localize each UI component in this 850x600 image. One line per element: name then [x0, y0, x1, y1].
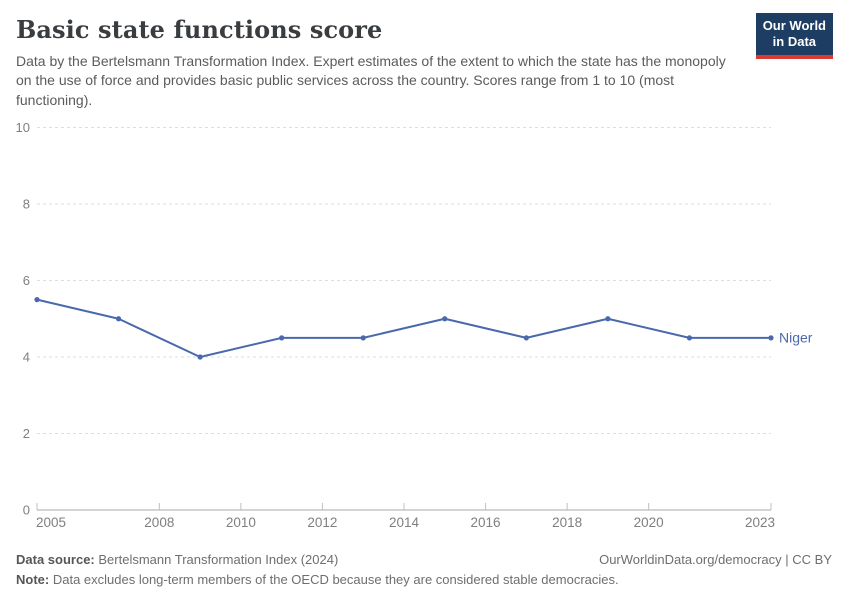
line-chart: 0 2 4 6 8 10 2005 2008 2010 2012 2014 2016 2018 2020 2… — [0, 113, 850, 538]
x-axis-tick-label: 2005 — [36, 515, 66, 530]
x-axis-tick-label: 2008 — [144, 515, 174, 530]
y-axis-tick-label: 0 — [23, 503, 30, 518]
data-line-niger — [36, 298, 772, 358]
owid-logo-line1: Our World — [762, 18, 826, 33]
x-axis-tick-label: 2018 — [552, 515, 582, 530]
data-point — [360, 335, 366, 341]
x-axis-tick-label: 2016 — [471, 515, 501, 530]
owid-url-link[interactable]: OurWorldinData.org/democracy — [599, 552, 782, 567]
x-axis-tick-label: 2014 — [389, 515, 420, 530]
x-axis-tick-label: 2023 — [745, 515, 775, 530]
data-point — [197, 354, 203, 360]
data-point — [34, 297, 40, 303]
y-axis-tick-label: 10 — [16, 120, 30, 135]
y-axis-tick-label: 8 — [23, 197, 30, 212]
x-axis-tick-label: 2012 — [307, 515, 337, 530]
data-point — [279, 335, 285, 341]
data-point — [605, 316, 611, 322]
data-point — [768, 335, 774, 341]
owid-logo-line2: in Data — [772, 34, 817, 50]
x-axis-tick-label: 2020 — [634, 515, 664, 530]
data-source: Data source: Bertelsmann Transformation … — [16, 552, 338, 567]
note-value: Data excludes long-term members of the O… — [52, 572, 619, 587]
chart-footer: Data source: Bertelsmann Transformation … — [16, 552, 832, 587]
y-axis-tick-label: 2 — [23, 426, 30, 441]
data-point — [115, 316, 122, 322]
chart-note: Note: Data excludes long-term members of… — [16, 572, 832, 587]
line-chart-svg: 0 2 4 6 8 10 2005 2008 2010 2012 2014 2016 2018 2020 2… — [16, 120, 813, 530]
credit-separator: | — [781, 552, 793, 567]
footer-credit: OurWorldinData.org/democracy | CC BY — [599, 552, 832, 567]
y-axis-tick-label: 6 — [23, 273, 30, 288]
chart-subtitle: Data by the Bertelsmann Transformation I… — [16, 53, 726, 108]
chart-header: Basic state functions score Data by the … — [16, 13, 834, 110]
x-axis-tick-label: 2010 — [226, 515, 256, 530]
data-point — [686, 335, 693, 341]
owid-logo[interactable]: Our World in Data — [755, 13, 833, 59]
series-end-label-niger[interactable]: Niger — [779, 329, 813, 345]
note-label: Note: — [16, 572, 50, 587]
page-title: Basic state functions score — [16, 15, 383, 44]
y-axis-tick-label: 4 — [23, 350, 30, 365]
data-source-label: Data source: — [16, 552, 95, 567]
data-point — [523, 335, 529, 341]
license-label: CC BY — [792, 552, 832, 567]
data-point — [442, 316, 448, 322]
data-source-value: Bertelsmann Transformation Index (2024) — [98, 552, 339, 567]
